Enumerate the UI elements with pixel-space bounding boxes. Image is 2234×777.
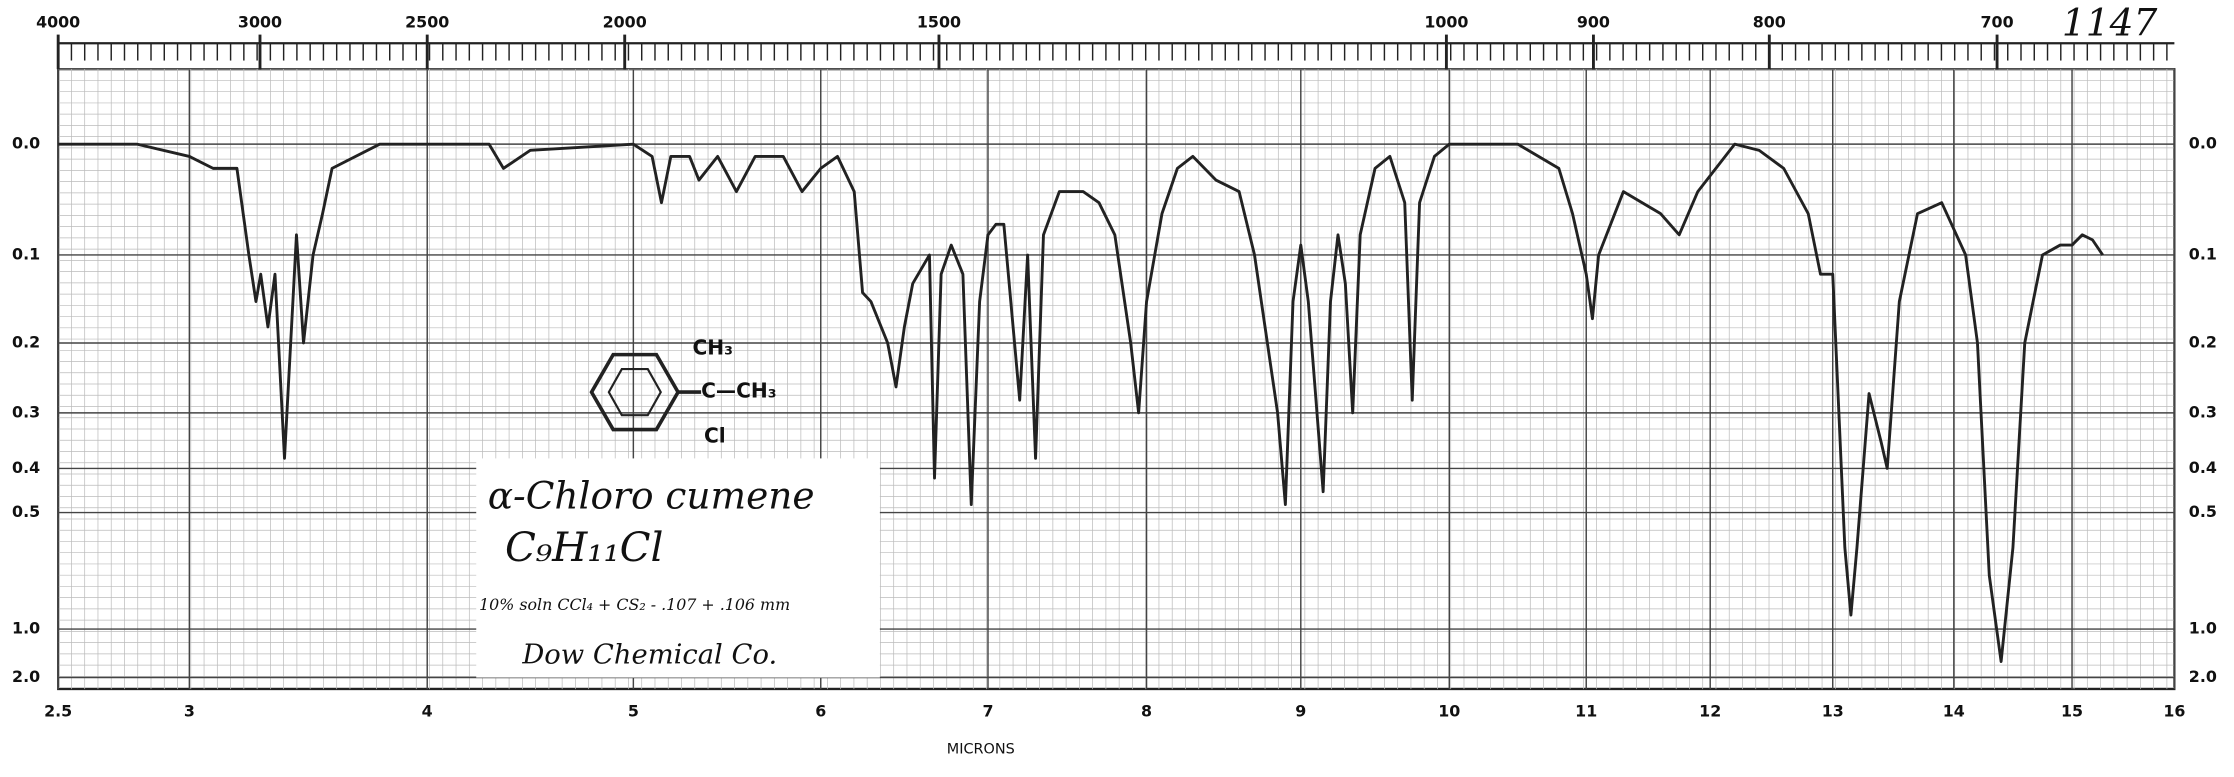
top-tick-label: 1500 bbox=[917, 13, 961, 32]
x-tick-label: 11 bbox=[1575, 702, 1597, 721]
axes: 0.0 0.0 0.1 0.1 0.2 0.2 0.3 0.3 0.4 0.4 0.5 0.5 1.0 1… bbox=[12, 13, 2217, 721]
x-tick-label: 6 bbox=[815, 702, 826, 721]
structure-label: Cl bbox=[704, 423, 726, 447]
top-tick-label: 4000 bbox=[36, 13, 80, 32]
x-tick-label: 12 bbox=[1699, 702, 1721, 721]
x-tick-label: 9 bbox=[1295, 702, 1306, 721]
spectrum-line bbox=[58, 142, 2104, 663]
x-tick-label: 4 bbox=[422, 702, 433, 721]
y-tick-label-right: 2.0 bbox=[2189, 667, 2217, 686]
page-number: 1147 bbox=[2062, 0, 2158, 44]
structure: CH₃ C—CH₃ Cl bbox=[589, 335, 777, 447]
x-tick-label: 10 bbox=[1438, 702, 1460, 721]
structure-label: C—CH₃ bbox=[701, 379, 777, 403]
x-tick-label: 13 bbox=[1822, 702, 1844, 721]
x-axis-label: MICRONS bbox=[947, 742, 1015, 758]
y-tick-label-right: 0.4 bbox=[2189, 458, 2217, 477]
graph-paper bbox=[57, 68, 2176, 691]
y-tick-label-right: 0.2 bbox=[2189, 332, 2217, 351]
label-card bbox=[476, 458, 880, 678]
conditions: 10% soln CCl₄ + CS₂ - .107 + .106 mm bbox=[479, 595, 790, 614]
x-tick-label: 15 bbox=[2061, 702, 2083, 721]
y-tick-label: 0.2 bbox=[12, 332, 40, 351]
y-tick-label: 0.3 bbox=[12, 402, 40, 421]
plot bbox=[58, 142, 2104, 663]
x-tick-label: 14 bbox=[1943, 702, 1965, 721]
top-tick-label: 2500 bbox=[405, 13, 449, 32]
x-tick-label: 5 bbox=[628, 702, 639, 721]
y-tick-label: 0.4 bbox=[12, 458, 40, 477]
top-tick-label: 800 bbox=[1753, 13, 1786, 32]
structure-label: CH₃ bbox=[692, 335, 733, 359]
y-tick-label: 0.0 bbox=[12, 134, 40, 153]
y-tick-label-right: 0.5 bbox=[2189, 502, 2217, 521]
y-tick-label-right: 1.0 bbox=[2189, 619, 2217, 638]
paper-frame bbox=[57, 68, 2176, 691]
top-tick-label: 2000 bbox=[603, 13, 647, 32]
y-tick-label-right: 0.3 bbox=[2189, 402, 2217, 421]
top-tick-label: 3000 bbox=[238, 13, 282, 32]
y-tick-label: 2.0 bbox=[12, 667, 40, 686]
top-tick-label: 1000 bbox=[1424, 13, 1468, 32]
top-tick-label: 700 bbox=[1981, 13, 2014, 32]
top-tick-label: 900 bbox=[1577, 13, 1610, 32]
x-tick-label: 16 bbox=[2163, 702, 2185, 721]
y-tick-label: 1.0 bbox=[12, 619, 40, 638]
y-tick-label: 0.5 bbox=[12, 502, 40, 521]
x-tick-label: 7 bbox=[982, 702, 993, 721]
compound-name: α-Chloro cumene bbox=[488, 473, 815, 517]
y-tick-label: 0.1 bbox=[12, 244, 40, 263]
x-tick-label: 2.5 bbox=[44, 702, 72, 721]
y-tick-label-right: 0.1 bbox=[2189, 244, 2217, 263]
annotations: 1147 CH₃ C—CH₃ Cl α-Chloro cumene C₉H₁₁C… bbox=[476, 0, 2158, 678]
source: Dow Chemical Co. bbox=[521, 639, 777, 670]
y-tick-label-right: 0.0 bbox=[2189, 134, 2217, 153]
formula: C₉H₁₁Cl bbox=[505, 524, 663, 571]
x-tick-label: 8 bbox=[1141, 702, 1152, 721]
benzene-inner bbox=[607, 367, 662, 417]
x-tick-label: 3 bbox=[184, 702, 195, 721]
